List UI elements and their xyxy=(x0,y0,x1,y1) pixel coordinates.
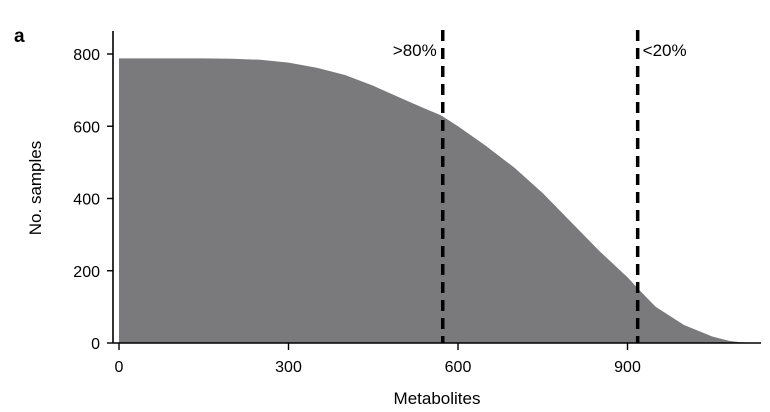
y-axis-title: No. samples xyxy=(26,141,45,235)
x-tick-label-300: 300 xyxy=(275,359,302,376)
x-axis-title: Metabolites xyxy=(394,389,481,408)
threshold-label-2: <20% xyxy=(643,41,687,60)
y-tick-label-200: 200 xyxy=(73,264,100,281)
x-tick-label-600: 600 xyxy=(445,359,472,376)
x-tick-label-900: 900 xyxy=(614,359,641,376)
panel-label: a xyxy=(14,26,25,47)
axes: 0 200 400 600 800 0 300 600 900 xyxy=(73,31,761,376)
samples-area xyxy=(119,58,755,343)
threshold-label-1: >80% xyxy=(393,41,437,60)
y-tick-label-800: 800 xyxy=(73,47,100,64)
threshold-lines: >80% <20% xyxy=(393,30,687,343)
y-tick-label-400: 400 xyxy=(73,192,100,209)
plot-area xyxy=(119,58,755,343)
y-tick-label-0: 0 xyxy=(91,336,100,353)
x-tick-label-0: 0 xyxy=(115,359,124,376)
y-tick-label-600: 600 xyxy=(73,119,100,136)
